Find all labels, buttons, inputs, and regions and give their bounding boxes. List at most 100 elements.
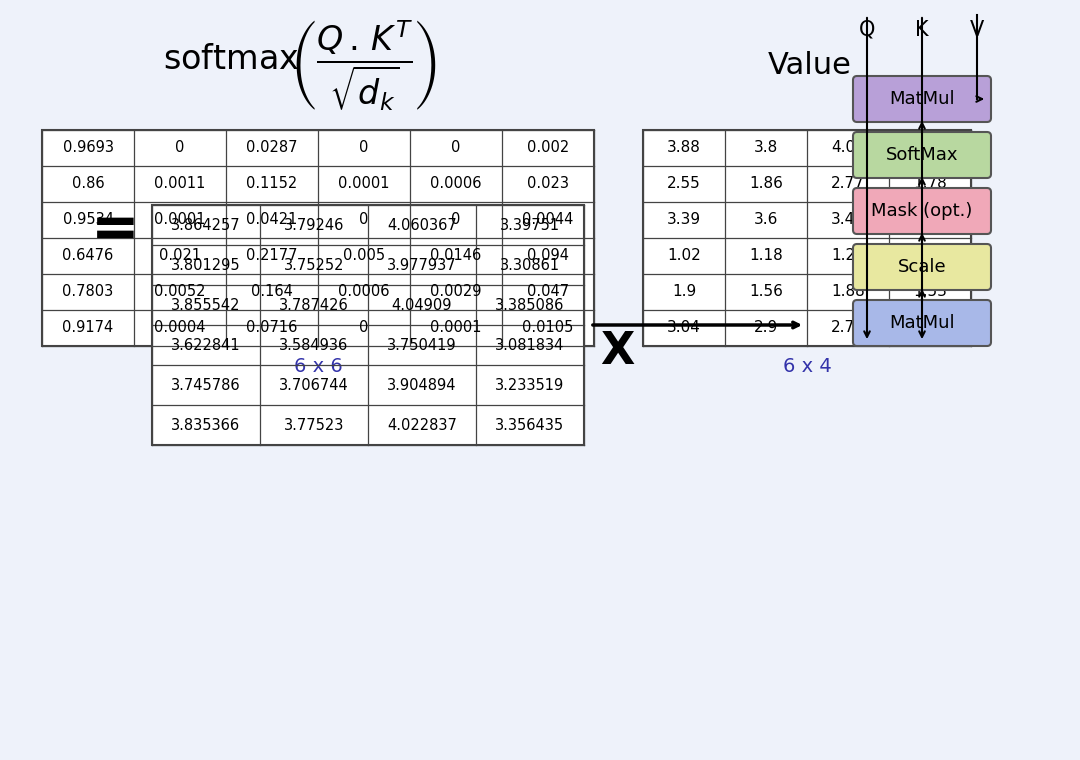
Text: 3.977937: 3.977937	[388, 258, 457, 273]
Text: 0.0105: 0.0105	[523, 321, 573, 335]
Text: 0.0146: 0.0146	[430, 249, 482, 264]
Text: 3.233519: 3.233519	[496, 378, 565, 392]
Text: 3.081834: 3.081834	[496, 337, 565, 353]
Text: 2.73: 2.73	[832, 321, 865, 335]
Text: Value: Value	[768, 50, 852, 80]
Text: 3.79246: 3.79246	[284, 217, 345, 233]
Text: 0.047: 0.047	[527, 284, 569, 299]
Text: MatMul: MatMul	[889, 314, 955, 332]
FancyBboxPatch shape	[853, 300, 991, 346]
Text: 0.0052: 0.0052	[154, 284, 206, 299]
Text: 3.584936: 3.584936	[280, 337, 349, 353]
Text: 3.385086: 3.385086	[496, 297, 565, 312]
Text: 0: 0	[360, 321, 368, 335]
Text: 0.1152: 0.1152	[246, 176, 298, 192]
Text: 6 x 4: 6 x 4	[783, 356, 832, 375]
Text: 1.56: 1.56	[750, 284, 783, 299]
Text: 3.75252: 3.75252	[284, 258, 345, 273]
Text: 2.22: 2.22	[913, 321, 947, 335]
Text: 0.0029: 0.0029	[430, 284, 482, 299]
Text: 1.88: 1.88	[832, 284, 865, 299]
Text: 3.39751: 3.39751	[500, 217, 561, 233]
Text: 0.0716: 0.0716	[246, 321, 298, 335]
Text: 3.750419: 3.750419	[388, 337, 457, 353]
Text: 3.864257: 3.864257	[172, 217, 241, 233]
Bar	[152, 205, 584, 445]
Text: 0: 0	[451, 141, 461, 156]
Bar	[42, 130, 594, 346]
Text: 3.42: 3.42	[913, 141, 947, 156]
Text: 0.86: 0.86	[71, 176, 105, 192]
FancyBboxPatch shape	[853, 76, 991, 122]
Text: 4.022837: 4.022837	[387, 417, 457, 432]
Text: 4.060367: 4.060367	[387, 217, 457, 233]
Text: 0.0011: 0.0011	[154, 176, 205, 192]
Text: 3.30861: 3.30861	[500, 258, 561, 273]
Text: 1.86: 1.86	[750, 176, 783, 192]
Text: 0.021: 0.021	[159, 249, 201, 264]
Text: 0: 0	[451, 213, 461, 227]
Text: 2.9: 2.9	[754, 321, 778, 335]
Text: 0.2177: 0.2177	[246, 249, 298, 264]
Text: 3.8: 3.8	[754, 141, 778, 156]
Text: 3.855542: 3.855542	[172, 297, 241, 312]
Text: 0.0421: 0.0421	[246, 213, 298, 227]
Text: 1.3: 1.3	[918, 249, 942, 264]
Text: 3.39: 3.39	[667, 213, 701, 227]
Text: 3.904894: 3.904894	[388, 378, 457, 392]
Text: $\mathrm{softmax}\!\left(\dfrac{Q{\,.\,}K^T}{\sqrt{d_k}}\right)$: $\mathrm{softmax}\!\left(\dfrac{Q{\,.\,}…	[163, 18, 437, 112]
Text: 0.6476: 0.6476	[63, 249, 113, 264]
Text: 0.005: 0.005	[343, 249, 386, 264]
Text: 2.55: 2.55	[667, 176, 701, 192]
FancyBboxPatch shape	[853, 188, 991, 234]
Text: 3.6: 3.6	[754, 213, 779, 227]
Text: 0.9534: 0.9534	[63, 213, 113, 227]
Text: 0.164: 0.164	[251, 284, 293, 299]
Text: 3.622841: 3.622841	[172, 337, 241, 353]
Text: 0.002: 0.002	[527, 141, 569, 156]
Text: MatMul: MatMul	[889, 90, 955, 108]
Text: 3.356435: 3.356435	[496, 417, 565, 432]
Text: 3.77523: 3.77523	[284, 417, 345, 432]
Text: 0.0287: 0.0287	[246, 141, 298, 156]
Text: Scale: Scale	[897, 258, 946, 276]
Text: Mask (opt.): Mask (opt.)	[872, 202, 973, 220]
FancyBboxPatch shape	[853, 244, 991, 290]
Text: 3.801295: 3.801295	[172, 258, 241, 273]
Text: 2.77: 2.77	[832, 176, 865, 192]
Text: K: K	[915, 20, 929, 40]
Text: 0.9174: 0.9174	[63, 321, 113, 335]
Text: 3.835366: 3.835366	[172, 417, 241, 432]
Text: Q: Q	[859, 20, 875, 40]
FancyBboxPatch shape	[853, 132, 991, 178]
Text: 1.24: 1.24	[832, 249, 865, 264]
Text: =: =	[91, 201, 139, 258]
Text: 0.9693: 0.9693	[63, 141, 113, 156]
Text: 4.08: 4.08	[832, 141, 865, 156]
Text: X: X	[599, 331, 634, 373]
Text: 0.7803: 0.7803	[63, 284, 113, 299]
Text: 0.0004: 0.0004	[154, 321, 206, 335]
Text: 0: 0	[360, 141, 368, 156]
Text: 0: 0	[360, 213, 368, 227]
Text: V: V	[970, 20, 984, 40]
Text: 3.04: 3.04	[667, 321, 701, 335]
Text: 0.0001: 0.0001	[154, 213, 206, 227]
Text: SoftMax: SoftMax	[886, 146, 958, 164]
Text: 6 x 6: 6 x 6	[294, 356, 342, 375]
Text: 0.0006: 0.0006	[430, 176, 482, 192]
Text: 1.53: 1.53	[913, 284, 947, 299]
Bar	[643, 130, 971, 346]
Text: 3.787426: 3.787426	[279, 297, 349, 312]
Text: 3.88: 3.88	[667, 141, 701, 156]
Text: 3.49: 3.49	[831, 213, 865, 227]
Text: 0.0001: 0.0001	[338, 176, 390, 192]
Text: 1.9: 1.9	[672, 284, 697, 299]
Text: 0.0006: 0.0006	[338, 284, 390, 299]
Text: 0.0001: 0.0001	[430, 321, 482, 335]
Text: 4.04909: 4.04909	[392, 297, 453, 312]
Text: 1.02: 1.02	[667, 249, 701, 264]
Text: 3.706744: 3.706744	[279, 378, 349, 392]
Text: 0: 0	[175, 141, 185, 156]
Text: 1.18: 1.18	[750, 249, 783, 264]
